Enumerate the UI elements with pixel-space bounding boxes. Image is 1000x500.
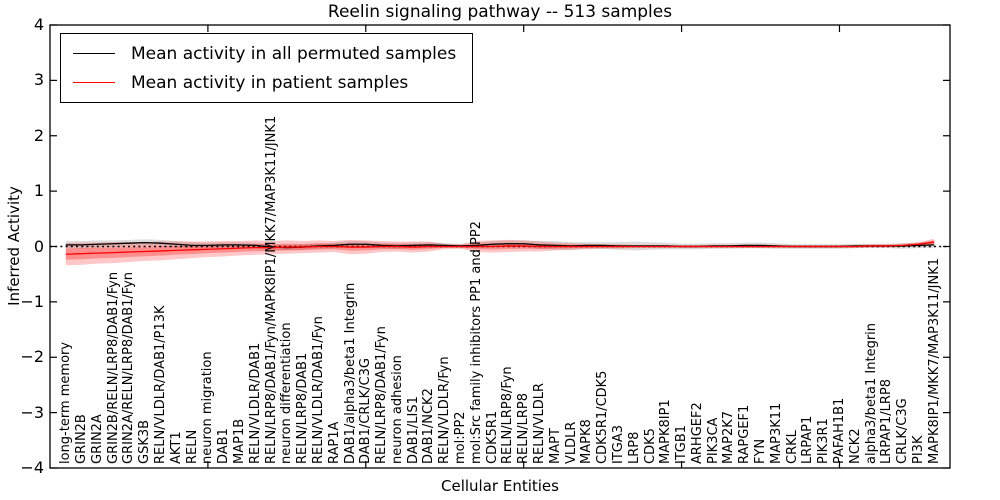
y-tick-label: 3: [33, 70, 44, 90]
y-tick-label: 0: [33, 236, 44, 256]
x-category-label: DAB1/LIS1: [405, 396, 421, 464]
x-category-label: RELN/LRP8/DAB1: [295, 352, 311, 464]
patient-mean-line: [65, 241, 935, 255]
x-category-label: RELN/VLDLR/DAB1: [247, 342, 263, 464]
x-category-label: NCK2: [847, 428, 863, 464]
y-tick-label: 1: [33, 181, 44, 201]
x-category-label: MAP1B: [231, 418, 247, 464]
legend-label-permuted: Mean activity in all permuted samples: [131, 43, 457, 64]
x-category-label: MAPT: [547, 428, 563, 464]
x-axis-label: Cellular Entities: [441, 477, 559, 495]
x-category-label: MAPK8IP1/MKK7/MAP3K11/JNK1: [926, 257, 942, 464]
x-category-label: CRKL: [784, 430, 800, 464]
x-category-label: GRIN2A/RELN/LRP8/DAB1/Fyn: [121, 271, 137, 464]
x-category-label: CDK5R1: [484, 410, 500, 464]
x-category-label: GRIN2B/RELN/LRP8/DAB1/Fyn: [105, 271, 121, 464]
x-category-label: ITGA3: [610, 424, 626, 464]
x-category-label: RELN/VLDLR/DAB1/P13K: [153, 305, 169, 464]
x-category-label: mol:PP2: [453, 411, 469, 464]
x-category-label: RAPGEF1: [737, 404, 753, 464]
x-category-label: RELN/VLDLR/DAB1/Fyn: [310, 316, 326, 464]
x-category-label: MAP2K7: [721, 410, 737, 464]
legend-label-patient: Mean activity in patient samples: [131, 72, 409, 93]
legend: Mean activity in all permuted samples Me…: [60, 33, 474, 103]
patient-line-swatch: [73, 82, 115, 83]
x-category-label: RELN/LRP8/DAB1/Fyn/MAPK8IP1/MKK7/MAP3K11…: [263, 115, 279, 464]
x-category-label: alpha3/beta1 Integrin: [863, 322, 879, 464]
x-category-label: PAFAH1B1: [831, 397, 847, 464]
x-category-label: DAB1: [216, 428, 232, 464]
x-category-label: GSK3B: [137, 419, 153, 464]
x-category-label: mol:Src family inhibitors PP1 and PP2: [468, 221, 484, 464]
x-category-label: DAB1/alpha3/beta1 Integrin: [342, 282, 358, 464]
x-category-label: RAP1A: [326, 421, 342, 464]
x-category-label: MAPK8: [579, 419, 595, 464]
x-category-label: DAB1/NCK2: [421, 388, 437, 464]
y-tick-label: −2: [20, 347, 44, 367]
x-category-label: MAP3K11: [768, 402, 784, 464]
x-category-label: long-term memory: [58, 341, 74, 464]
x-category-label: neuron adhesion: [389, 355, 405, 464]
x-category-label: GRIN2B: [74, 414, 90, 464]
x-category-label: RELN/LRP8/Fyn: [500, 366, 516, 464]
y-tick-label: −4: [20, 458, 44, 477]
x-category-label: AKT1: [168, 431, 184, 464]
x-category-label: MAPK8IP1: [658, 399, 674, 464]
x-category-label: neuron differentiation: [279, 322, 295, 464]
legend-item-patient: Mean activity in patient samples: [73, 68, 456, 97]
x-category-label: LRPAP1/LRP8: [879, 378, 895, 464]
x-category-label: RELN/LRP8/DAB1/Fyn: [374, 326, 390, 464]
y-tick-label: 2: [33, 125, 44, 145]
x-category-label: RELN/VLDLR: [531, 382, 547, 464]
x-category-label: ARHGEF2: [689, 402, 705, 464]
x-category-label: RELN/VLDLR/Fyn: [437, 356, 453, 464]
x-category-label: LRP8: [626, 431, 642, 464]
permuted-line-swatch: [73, 53, 115, 54]
x-category-label: CRLK/C3G: [895, 398, 911, 464]
x-category-label: DAB1/CRLK/C3G: [358, 358, 374, 464]
legend-item-permuted: Mean activity in all permuted samples: [73, 39, 456, 68]
x-category-label: PI3K: [910, 435, 926, 464]
x-category-label: RELN/LRP8: [516, 393, 532, 464]
x-category-label: PIK3CA: [705, 417, 721, 464]
y-tick-label: −1: [20, 291, 44, 311]
x-category-label: CDK5: [642, 428, 658, 464]
x-category-label: PIK3R1: [816, 418, 832, 464]
x-category-label: ITGB1: [674, 424, 690, 464]
x-category-label: GRIN2A: [89, 414, 105, 464]
y-tick-label: −3: [20, 402, 44, 422]
x-category-label: VLDLR: [563, 421, 579, 464]
x-category-label: RELN: [184, 429, 200, 464]
x-category-label: CDK5R1/CDK5: [595, 370, 611, 464]
x-category-label: FYN: [753, 438, 769, 464]
y-tick-label: 4: [33, 15, 44, 34]
patient-std-inner-band: [65, 240, 935, 260]
x-category-label: neuron migration: [200, 351, 216, 464]
x-category-label: LRPAP1: [800, 415, 816, 464]
chart-title: Reelin signaling pathway -- 513 samples: [327, 2, 673, 22]
